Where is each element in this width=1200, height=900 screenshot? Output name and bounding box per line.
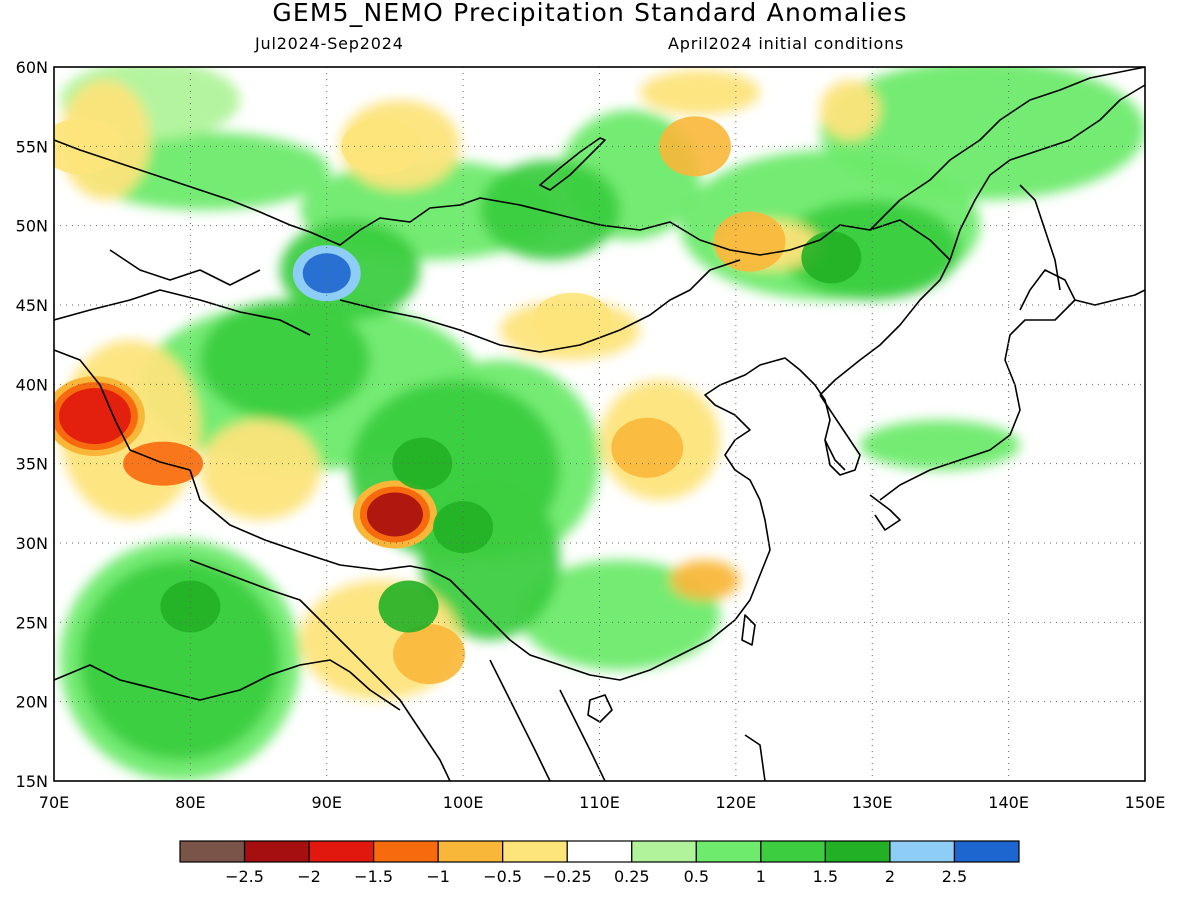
latitude-label: 45N xyxy=(16,296,48,315)
longitude-label: 140E xyxy=(988,793,1029,812)
anomaly-cell xyxy=(611,417,684,478)
anomaly-cell xyxy=(433,501,494,554)
colorbar-swatch xyxy=(824,840,891,863)
latitude-label: 30N xyxy=(16,534,48,553)
colorbar-tick-label: −0.25 xyxy=(543,867,592,886)
colorbar-swatch xyxy=(437,840,504,863)
forecast-period: Jul2024-Sep2024 xyxy=(255,34,404,53)
longitude-label: 70E xyxy=(39,793,69,812)
longitude-labels: 70E 80E 90E 100E 110E 120E 130E 140E 150E xyxy=(39,793,1166,812)
colorbar-tick-label: 2.5 xyxy=(942,867,967,886)
initial-conditions: April2024 initial conditions xyxy=(668,34,905,53)
longitude-label: 100E xyxy=(443,793,484,812)
anomaly-cell xyxy=(302,253,351,294)
latitude-label: 50N xyxy=(16,217,48,236)
latitude-label: 35N xyxy=(16,455,48,474)
colorbar-labels: −2.5 −2 −1.5 −1 −0.5 −0.25 0.25 0.5 1 1.5 2 2.5 xyxy=(225,867,967,886)
anomaly-cell xyxy=(54,118,122,175)
longitude-label: 150E xyxy=(1125,793,1166,812)
colorbar-swatch xyxy=(953,840,1020,863)
latitude-label: 20N xyxy=(16,693,48,712)
anomaly-cell xyxy=(713,211,786,272)
latitude-label: 25N xyxy=(16,613,48,632)
anomaly-cell xyxy=(658,116,731,177)
anomaly-cell xyxy=(378,580,439,633)
longitude-label: 110E xyxy=(579,793,620,812)
colorbar-swatch xyxy=(373,840,439,863)
colorbar-tick-label: 1.5 xyxy=(813,867,838,886)
colorbar-tick-label: 2 xyxy=(885,867,895,886)
anomaly-cell xyxy=(532,292,613,349)
colorbar-swatch xyxy=(695,840,762,863)
longitude-label: 80E xyxy=(175,793,205,812)
longitude-label: 130E xyxy=(852,793,893,812)
colorbar-swatch xyxy=(760,840,826,863)
anomaly-cell xyxy=(393,624,466,685)
anomaly-cell xyxy=(160,580,221,633)
longitude-label: 120E xyxy=(716,793,757,812)
anomaly-cell xyxy=(801,231,862,284)
colorbar-tick-label: −1.5 xyxy=(354,867,393,886)
colorbar-tick-label: 0.5 xyxy=(684,867,709,886)
chart-title: GEM5_NEMO Precipitation Standard Anomali… xyxy=(272,0,908,27)
colorbar-swatch xyxy=(631,840,697,863)
colorbar-tick-label: −2 xyxy=(297,867,321,886)
colorbar-tick-label: 1 xyxy=(756,867,766,886)
latitude-label: 15N xyxy=(16,772,48,791)
colorbar-tick-label: −1 xyxy=(426,867,450,886)
colorbar-tick-label: 0.25 xyxy=(614,867,650,886)
anomaly-cell xyxy=(123,441,204,486)
anomaly-cell xyxy=(392,437,453,490)
colorbar-swatch xyxy=(566,840,633,863)
anomaly-cell xyxy=(366,492,423,537)
colorbar-swatch xyxy=(243,840,310,863)
latitude-labels: 60N 55N 50N 45N 40N 35N 30N 25N 20N 15N xyxy=(16,58,48,791)
colorbar-tick-label: −2.5 xyxy=(225,867,264,886)
anomaly-cell xyxy=(58,388,131,445)
colorbar-tick-label: −0.5 xyxy=(483,867,522,886)
colorbar-swatch xyxy=(889,840,956,863)
colorbar-swatch xyxy=(179,840,246,863)
anomaly-field xyxy=(54,67,1145,781)
map-frame xyxy=(53,66,1146,782)
latitude-label: 40N xyxy=(16,375,48,394)
latitude-label: 55N xyxy=(16,137,48,156)
colorbar-swatch xyxy=(502,840,568,863)
graticule xyxy=(54,67,1145,781)
latitude-label: 60N xyxy=(16,58,48,77)
anomaly-cell xyxy=(341,118,422,175)
colorbar-swatch xyxy=(308,840,375,863)
longitude-label: 90E xyxy=(312,793,342,812)
coastlines-and-borders xyxy=(54,67,1145,781)
colorbar xyxy=(179,840,1020,863)
